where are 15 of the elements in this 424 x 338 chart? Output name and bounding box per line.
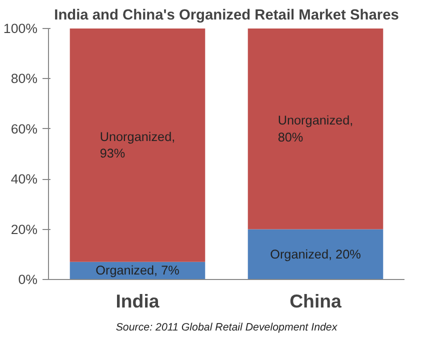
y-tick-label: 20% [10, 222, 38, 237]
chart-title: India and China's Organized Retail Market Shares [54, 8, 399, 24]
bar [248, 229, 384, 280]
data-label: Organized, 20% [270, 247, 361, 262]
data-label: Organized, 7% [96, 264, 180, 278]
y-tick-label: 60% [10, 121, 38, 136]
y-tick-label: 80% [10, 71, 38, 86]
x-tick-label: India [116, 290, 160, 312]
source-note: Source: 2011 Global Retail Development Index [116, 322, 338, 334]
x-tick-label: China [290, 290, 342, 312]
y-tick-label: 0% [18, 272, 38, 287]
data-label: Unorganized, 80% [278, 114, 354, 144]
data-label: Unorganized, 93% [100, 130, 176, 161]
y-tick-label: 100% [3, 21, 38, 36]
y-tick-label: 40% [10, 172, 38, 187]
